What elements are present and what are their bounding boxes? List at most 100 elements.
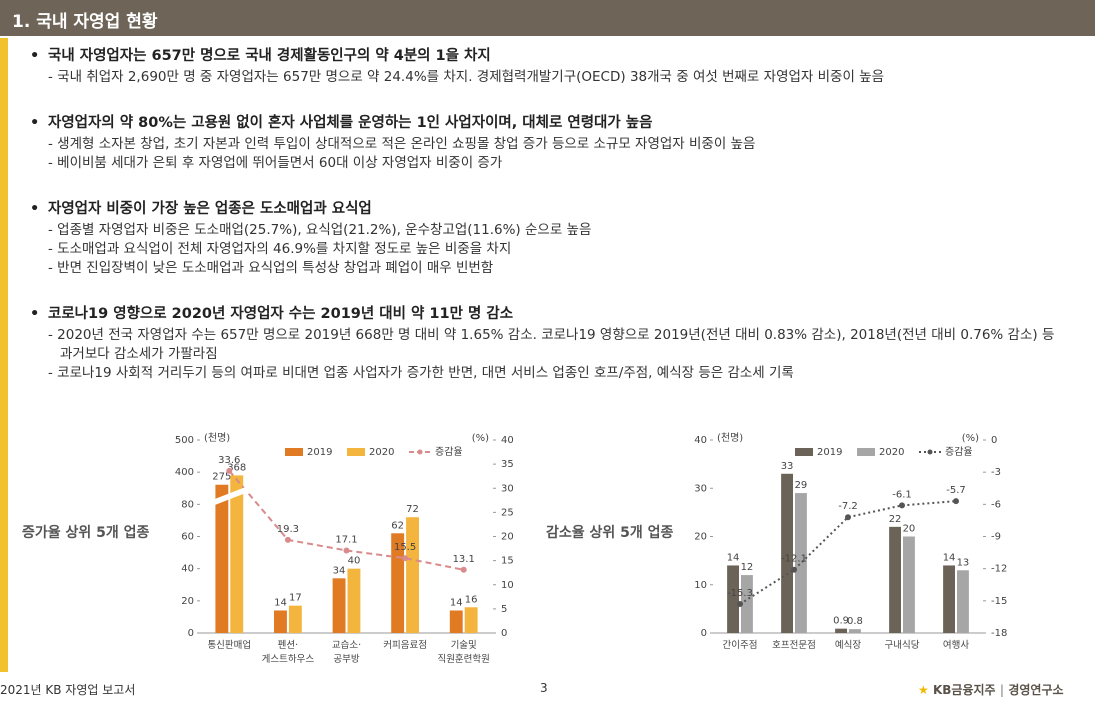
bar [406, 517, 419, 633]
legend-swatch [347, 448, 365, 456]
rate-label: 33.6 [218, 455, 240, 466]
chart-annotation: 증가율 상위 5개 업종 [22, 525, 150, 541]
legend-label: 증감율 [435, 446, 463, 458]
y2-tick-label: 25 [501, 507, 514, 518]
chart: 0 20 40 60 80 400 500 0 5 10 15 20 25 30 35 40 (천명) (%) 20… [160, 425, 520, 685]
rate-label: 15.5 [394, 542, 416, 553]
y2-unit: (%) [962, 433, 979, 444]
bar [943, 565, 955, 633]
bar [215, 484, 229, 633]
bar [849, 629, 861, 633]
y-tick-label: 80 [181, 499, 194, 510]
y2-tick-label: 40 [501, 435, 514, 446]
bullet: 자영업자의 약 80%는 고용원 없이 혼자 사업체를 운영하는 1인 사업자이… [30, 113, 1070, 133]
sub-bullet: - 국내 취업자 2,690만 명 중 자영업자는 657만 명으로 약 24.… [48, 69, 885, 85]
rate-marker [899, 502, 905, 509]
bar [889, 526, 901, 633]
bar [957, 570, 969, 633]
header: 1. 국내 자영업 현황 [0, 0, 1095, 36]
bar-label: 368 [227, 462, 246, 473]
rate-line [228, 470, 464, 571]
bar [835, 628, 847, 633]
y2-unit: (%) [472, 433, 489, 444]
bar [781, 473, 793, 633]
header-title: 1. 국내 자영업 현황 [12, 12, 158, 32]
bar [903, 536, 915, 633]
y2-tick-label: -6 [991, 499, 1001, 510]
bullet-group: 자영업자 비중이 가장 높은 업종은 도소매업과 요식업 - 업종별 자영업자 비… [30, 199, 1070, 278]
y2-tick-label: 0 [501, 628, 507, 639]
rate-label: -12.1 [781, 554, 807, 565]
sub-bullet: - 도소매업과 요식업이 전체 자영업자의 46.9%를 차지할 정도로 높은 … [48, 241, 512, 257]
rate-marker [343, 547, 350, 554]
legend-swatch [857, 448, 875, 456]
y2-tick-label: 35 [501, 459, 514, 470]
chart: 0 10 20 30 40 -18 -15 -12 -9 -6 -3 0 (천명) (%) 2019 2020… [690, 425, 1050, 685]
x-tick-label: 통신판매업 [207, 640, 252, 651]
bar-label: 14 [943, 552, 956, 563]
rate-label: 17.1 [335, 534, 357, 545]
bar [449, 610, 463, 633]
legend-label: 2020 [879, 447, 904, 458]
y2-tick-label: -15 [991, 596, 1007, 607]
y2-tick-label: -9 [991, 532, 1001, 543]
rate-label: 13.1 [453, 554, 475, 565]
axis-break [211, 486, 248, 507]
y-tick-label: 40 [181, 564, 194, 575]
x-tick-label: 기술및 직원훈련학원 [437, 640, 490, 665]
bar-label: 14 [274, 597, 287, 608]
bullet-group: 자영업자의 약 80%는 고용원 없이 혼자 사업체를 운영하는 1인 사업자이… [30, 113, 1070, 173]
bar-label: 20 [903, 524, 916, 535]
x-tick-label: 여행사 [942, 640, 970, 651]
x-tick-label: 교습소· 공부방 [331, 640, 362, 665]
bar [347, 568, 361, 633]
rate-marker [460, 566, 467, 573]
y-tick-label: 30 [694, 483, 707, 494]
bar-label: 72 [406, 504, 419, 515]
bullet-group: 코로나19 영향으로 2020년 자영업자 수는 2019년 대비 약 11만 … [30, 304, 1070, 383]
y2-tick-label: 5 [501, 604, 507, 615]
y-tick-label: 60 [181, 532, 194, 543]
page-number: 3 [540, 681, 548, 695]
bar-label: 13 [957, 557, 970, 568]
y-unit: (천명) [717, 432, 743, 444]
sub-bullet: - 베이비붐 세대가 은퇴 후 자영업에 뛰어들면서 60대 이상 자영업자 비… [48, 155, 503, 171]
y2-tick-label: 0 [991, 435, 997, 446]
y2-tick-label: 15 [501, 556, 514, 567]
bar [274, 610, 287, 633]
bar-label: 34 [333, 565, 346, 576]
bar [332, 578, 346, 633]
bar-label: 0.9 [833, 616, 849, 627]
bar-label: 62 [391, 520, 404, 531]
rate-marker [953, 498, 959, 505]
y2-tick-label: -3 [991, 467, 1001, 478]
rate-label: -6.1 [892, 489, 912, 500]
sub-bullet: - 생계형 소자본 창업, 초기 자본과 인력 투입이 상대적으로 적은 온라인… [48, 136, 756, 152]
bar-label: 29 [795, 480, 808, 491]
bar [727, 565, 739, 633]
chart-annotation: 감소율 상위 5개 업종 [546, 525, 674, 541]
footer-brand: ★ KB금융지주 | 경영연구소 [918, 683, 1064, 697]
bullet: 국내 자영업자는 657만 명으로 국내 경제활동인구의 약 4분의 1을 차지 [30, 46, 1070, 66]
bar [464, 607, 478, 633]
x-tick-label: 간이주점 [722, 640, 758, 651]
bullet: 코로나19 영향으로 2020년 자영업자 수는 2019년 대비 약 11만 … [30, 304, 1070, 324]
rate-label: -15.3 [727, 588, 753, 599]
sub-bullet: - 반면 진입장벽이 낮은 도소매업과 요식업의 특성상 창업과 폐업이 매우 … [48, 260, 494, 276]
sub-bullet: - 업종별 자영업자 비중은 도소매업(25.7%), 요식업(21.2%), … [48, 222, 592, 238]
legend-label: 2019 [307, 447, 332, 458]
legend-swatch [795, 448, 813, 456]
y2-tick-label: 20 [501, 532, 514, 543]
rate-marker [791, 566, 797, 573]
bar-label: 14 [450, 597, 463, 608]
bar [230, 475, 244, 633]
bar-label: 16 [465, 594, 478, 605]
y-tick-label: 500 [175, 435, 194, 446]
y-tick-label: 20 [181, 596, 194, 607]
y2-tick-label: -18 [991, 628, 1007, 639]
x-tick-label: 호프전문점 [772, 640, 816, 651]
bar-label: 14 [727, 552, 740, 563]
rate-marker [226, 467, 233, 474]
legend-label: 2020 [369, 447, 394, 458]
